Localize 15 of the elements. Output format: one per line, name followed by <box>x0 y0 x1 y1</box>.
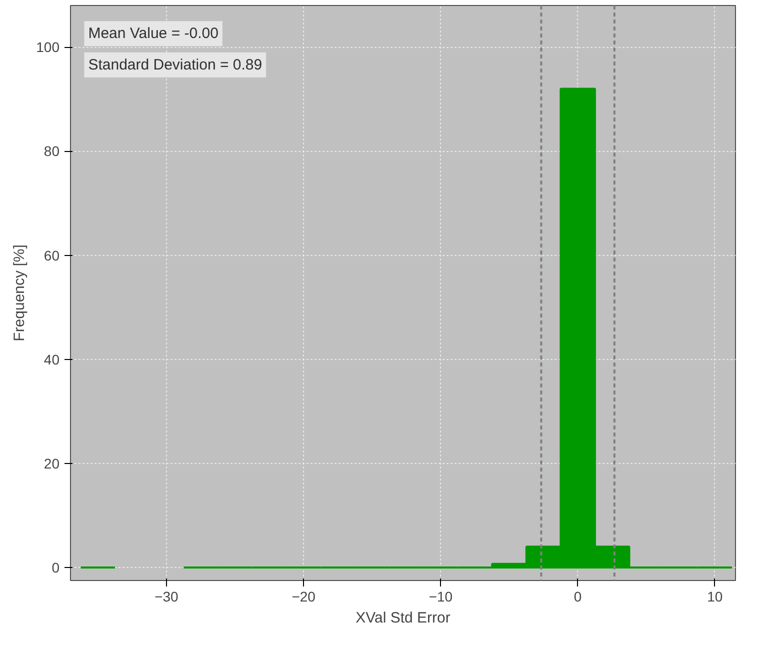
y-tick-label: 20 <box>44 455 60 472</box>
annotation: Standard Deviation = 0.89 <box>88 56 262 74</box>
y-tick-label: 40 <box>44 351 60 368</box>
y-tick-label: 0 <box>52 559 60 576</box>
x-tick-label: −20 <box>292 588 316 604</box>
x-tick-label: 0 <box>574 588 582 604</box>
x-tick-label: 10 <box>707 588 723 604</box>
y-tick-label: 100 <box>36 39 60 56</box>
x-axis-title: XVal Std Error <box>356 610 450 626</box>
y-tick-label: 80 <box>44 143 60 160</box>
annotation: Mean Value = -0.00 <box>88 25 218 42</box>
y-axis-title: Frequency [%] <box>11 244 28 342</box>
x-tick-label: −30 <box>154 588 179 604</box>
x-tick-label: −10 <box>428 588 453 604</box>
y-tick-label: 60 <box>44 247 60 264</box>
